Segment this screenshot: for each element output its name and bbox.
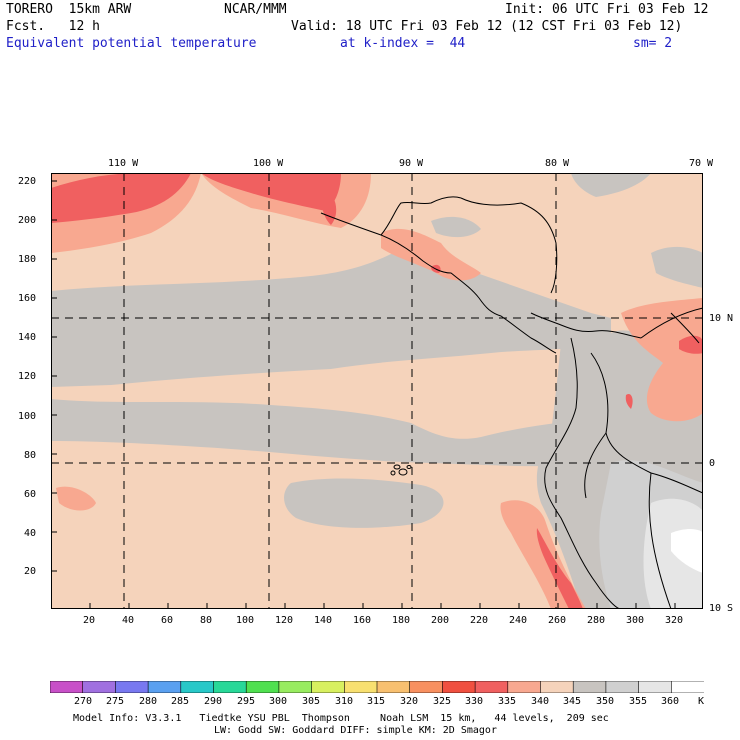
colorbar-label-280: 280: [139, 696, 158, 707]
y-label-160: 160: [18, 293, 37, 304]
x-label-80: 80: [200, 615, 213, 626]
colorbar-swatch: [376, 681, 411, 693]
y-label-60: 60: [24, 489, 37, 500]
organization-label: NCAR/MMM: [224, 2, 287, 17]
lon-label-70w: 70 W: [689, 158, 714, 169]
y-label-140: 140: [18, 332, 37, 343]
colorbar-label-285: 285: [171, 696, 190, 707]
init-time: Init: 06 UTC Fri 03 Feb 12: [505, 2, 709, 17]
colorbar-swatch: [670, 681, 704, 693]
model-info-line2: LW: Godd SW: Goddard DIFF: simple KM: 2D…: [214, 725, 497, 736]
colorbar-swatch: [311, 681, 346, 693]
colorbar-label-330: 330: [465, 696, 484, 707]
colorbar-swatch: [572, 681, 607, 693]
x-label-120: 120: [275, 615, 294, 626]
lon-label-110w: 110 W: [108, 158, 139, 169]
colorbar-label-275: 275: [106, 696, 125, 707]
colorbar-swatch: [442, 681, 476, 693]
y-label-100: 100: [18, 411, 37, 422]
valid-time: Valid: 18 UTC Fri 03 Feb 12 (12 CST Fri …: [291, 19, 683, 34]
x-label-220: 220: [470, 615, 489, 626]
colorbar-swatch: [50, 681, 84, 693]
field-name: Equivalent potential temperature: [6, 36, 257, 51]
colorbar-swatch: [147, 681, 182, 693]
y-label-20: 20: [24, 566, 37, 577]
colorbar-label-325: 325: [433, 696, 452, 707]
lon-label-100w: 100 W: [253, 158, 284, 169]
colorbar-swatch: [278, 681, 313, 693]
colorbar-swatch: [115, 681, 149, 693]
colorbar-swatch: [605, 681, 640, 693]
x-label-200: 200: [431, 615, 450, 626]
field-345-350: [51, 173, 703, 528]
x-label-160: 160: [353, 615, 372, 626]
smoothing-label: sm= 2: [633, 36, 673, 51]
x-label-260: 260: [548, 615, 567, 626]
colorbar-label-350: 350: [596, 696, 615, 707]
y-label-80: 80: [24, 450, 37, 461]
colorbar-swatch: [409, 681, 444, 693]
colorbar-swatch: [213, 681, 248, 693]
x-label-40: 40: [122, 615, 135, 626]
colorbar-label-355: 355: [629, 696, 648, 707]
colorbar-label-335: 335: [498, 696, 517, 707]
map-frame: [51, 173, 703, 609]
y-label-120: 120: [18, 371, 37, 382]
colorbar: [50, 681, 704, 693]
colorbar-label-310: 310: [335, 696, 354, 707]
colorbar-label-270: 270: [74, 696, 93, 707]
colorbar-swatch: [474, 681, 509, 693]
colorbar-unit: K: [698, 696, 705, 707]
y-label-180: 180: [18, 254, 37, 265]
x-label-20: 20: [83, 615, 96, 626]
lat-label-equator: 0: [709, 458, 716, 469]
x-label-240: 240: [509, 615, 528, 626]
colorbar-label-300: 300: [269, 696, 288, 707]
model-title: TORERO 15km ARW: [6, 2, 132, 17]
colorbar-swatch: [180, 681, 215, 693]
lon-label-90w: 90 W: [399, 158, 424, 169]
lon-label-80w: 80 W: [545, 158, 570, 169]
x-label-280: 280: [587, 615, 606, 626]
colorbar-swatch: [343, 681, 378, 693]
x-label-320: 320: [665, 615, 684, 626]
colorbar-label-340: 340: [531, 696, 550, 707]
forecast-hour: Fcst. 12 h: [6, 19, 100, 34]
lat-label-10n: 10 N: [709, 313, 734, 324]
x-label-60: 60: [161, 615, 174, 626]
model-info-line1: Model Info: V3.3.1 Tiedtke YSU PBL Thomp…: [73, 713, 609, 724]
x-label-300: 300: [626, 615, 645, 626]
x-label-100: 100: [236, 615, 255, 626]
colorbar-swatch: [507, 681, 542, 693]
x-label-140: 140: [314, 615, 333, 626]
colorbar-label-345: 345: [563, 696, 582, 707]
graticule: [51, 173, 703, 609]
colorbar-swatch: [638, 681, 673, 693]
x-label-180: 180: [392, 615, 411, 626]
lat-label-10s: 10 S: [709, 603, 734, 614]
theta-e-map: [51, 173, 703, 609]
colorbar-swatch: [82, 681, 117, 693]
colorbar-label-295: 295: [237, 696, 256, 707]
colorbar-label-315: 315: [367, 696, 386, 707]
colorbar-label-320: 320: [400, 696, 419, 707]
y-label-220: 220: [18, 176, 37, 187]
colorbar-label-305: 305: [302, 696, 321, 707]
colorbar-swatch: [245, 681, 280, 693]
colorbar-label-360: 360: [661, 696, 680, 707]
y-label-200: 200: [18, 215, 37, 226]
colorbar-label-290: 290: [204, 696, 223, 707]
level-label: at k-index = 44: [340, 36, 466, 51]
colorbar-swatch: [540, 681, 575, 693]
y-label-40: 40: [24, 528, 37, 539]
